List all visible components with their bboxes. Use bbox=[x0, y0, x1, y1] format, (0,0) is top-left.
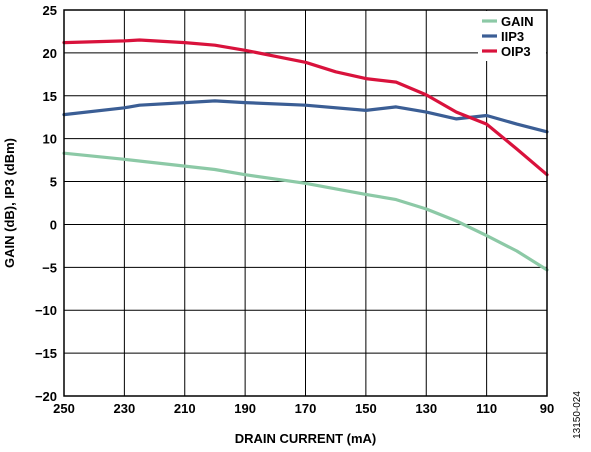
y-tick-label: 5 bbox=[50, 175, 57, 190]
plot-frame bbox=[63, 9, 548, 397]
y-tick-label: 25 bbox=[43, 3, 57, 18]
legend-label-iip3: IIP3 bbox=[501, 29, 524, 44]
x-tick-label: 90 bbox=[540, 401, 554, 416]
y-axis-title: GAIN (dB), IP3 (dBm) bbox=[2, 138, 17, 268]
figure-code: 13150-024 bbox=[572, 391, 583, 439]
x-tick-label: 130 bbox=[415, 401, 437, 416]
y-tick-label: 10 bbox=[43, 132, 57, 147]
series-line-oip3 bbox=[62, 38, 549, 177]
y-tick-labels: 25 20 15 10 5 0 −5 −10 −15 −20 bbox=[35, 3, 57, 404]
x-tick-label: 190 bbox=[234, 401, 256, 416]
legend-label-oip3: OIP3 bbox=[501, 44, 531, 59]
x-tick-label: 230 bbox=[114, 401, 136, 416]
x-tick-labels: 250 230 210 190 170 150 130 110 90 bbox=[53, 401, 554, 416]
y-tick-label: 0 bbox=[50, 217, 57, 232]
x-tick-label: 110 bbox=[476, 401, 497, 416]
x-tick-label: 250 bbox=[53, 401, 75, 416]
y-tick-label: −15 bbox=[35, 346, 57, 361]
series-layer bbox=[62, 38, 549, 272]
grid bbox=[63, 9, 548, 397]
series-line-gain bbox=[62, 151, 549, 272]
x-tick-label: 170 bbox=[295, 401, 317, 416]
x-tick-label: 210 bbox=[174, 401, 196, 416]
x-axis-title: DRAIN CURRENT (mA) bbox=[235, 431, 377, 446]
y-tick-label: −5 bbox=[42, 260, 57, 275]
series-line-iip3 bbox=[62, 99, 549, 134]
y-tick-label: 15 bbox=[43, 89, 57, 104]
y-tick-label: −10 bbox=[35, 303, 57, 318]
y-tick-label: 20 bbox=[43, 46, 57, 61]
legend-label-gain: GAIN bbox=[501, 14, 534, 29]
x-tick-label: 150 bbox=[355, 401, 377, 416]
y-tick-label: −20 bbox=[35, 389, 57, 404]
